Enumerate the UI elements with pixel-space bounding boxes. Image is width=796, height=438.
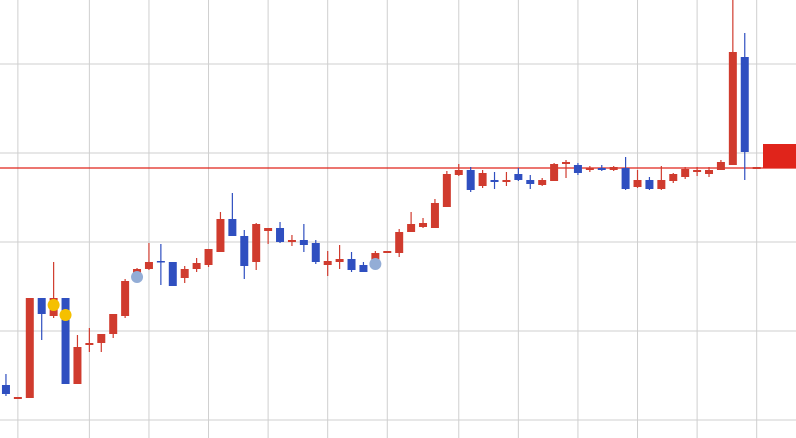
candle-body — [144, 262, 153, 269]
marker — [131, 271, 144, 283]
candle-body — [121, 281, 130, 316]
candle-body — [478, 173, 487, 186]
candle-body — [323, 261, 332, 265]
candle-body — [287, 240, 296, 242]
candle-body — [347, 259, 356, 270]
candle-body — [335, 259, 344, 262]
candle-body — [204, 249, 213, 265]
candle-body — [240, 236, 249, 266]
candle-body — [192, 263, 201, 269]
candle-body — [621, 168, 630, 189]
candle-body — [13, 397, 22, 399]
candle-body — [252, 224, 261, 262]
candle-body — [538, 180, 547, 185]
candle-body — [716, 162, 725, 170]
candle-body — [597, 168, 606, 170]
candle-body — [609, 167, 618, 170]
candle-body — [740, 57, 749, 152]
candle-body — [728, 52, 737, 165]
candle-body — [156, 261, 165, 263]
candle-body — [573, 165, 582, 173]
candle-body — [180, 269, 189, 278]
candle-body — [562, 162, 571, 164]
candle-body — [633, 180, 642, 187]
price-tag — [763, 144, 796, 168]
candle-body — [585, 168, 594, 170]
marker — [47, 299, 60, 311]
candle-body — [419, 223, 428, 227]
candle-body — [466, 170, 475, 190]
candle-body — [490, 180, 499, 182]
candle-body — [430, 203, 439, 228]
candle-body — [299, 240, 308, 245]
candle-body — [395, 232, 404, 253]
marker — [59, 309, 72, 321]
candle-body — [97, 334, 106, 343]
candle-body — [514, 174, 523, 180]
candle-body — [276, 228, 285, 242]
candle-body — [657, 180, 666, 189]
candle-body — [681, 169, 690, 177]
candle-body — [645, 180, 654, 189]
candle-body — [526, 180, 535, 184]
candle-body — [85, 343, 94, 345]
candle-body — [109, 314, 118, 334]
candle-body — [1, 385, 10, 394]
candle-body — [216, 219, 225, 252]
candle-body — [502, 180, 511, 182]
candle-body — [669, 174, 678, 181]
candle-body — [73, 347, 82, 384]
candle-body — [705, 170, 714, 174]
candle-body — [752, 167, 761, 169]
candle-body — [25, 298, 34, 398]
candle-body — [61, 298, 70, 384]
candle-body — [383, 251, 392, 253]
candle-body — [168, 262, 177, 286]
candle-body — [407, 224, 416, 232]
candle-body — [228, 219, 237, 236]
marker — [369, 258, 382, 270]
candle-body — [311, 243, 320, 262]
candle-body — [693, 170, 702, 172]
candle-body — [359, 265, 368, 272]
candle-body — [454, 170, 463, 175]
candle-body — [264, 228, 273, 231]
candle-body — [37, 298, 46, 314]
candle-body — [550, 164, 559, 181]
candle-body — [442, 174, 451, 207]
